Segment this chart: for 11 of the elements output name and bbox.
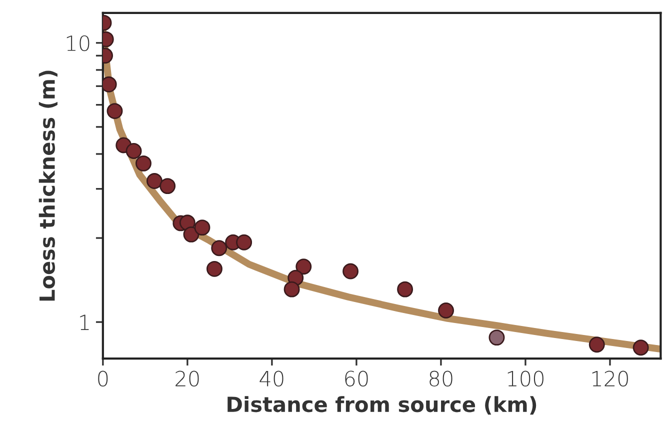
x-tick-label: 60 [345, 370, 368, 386]
x-tick-label: 20 [176, 370, 199, 386]
x-tick-label: 120 [592, 370, 628, 386]
x-tick-label: 0 [98, 370, 108, 386]
x-tick-label: 100 [508, 370, 544, 386]
y-axis-title: Loess thickness (m) [38, 70, 58, 301]
x-axis-title: Distance from source (km) [228, 396, 536, 415]
y-tick-label: 1 [80, 314, 89, 330]
x-tick-label: 40 [260, 370, 284, 386]
y-tick-label: 10 [66, 35, 90, 52]
x-tick-label: 80 [430, 370, 452, 386]
